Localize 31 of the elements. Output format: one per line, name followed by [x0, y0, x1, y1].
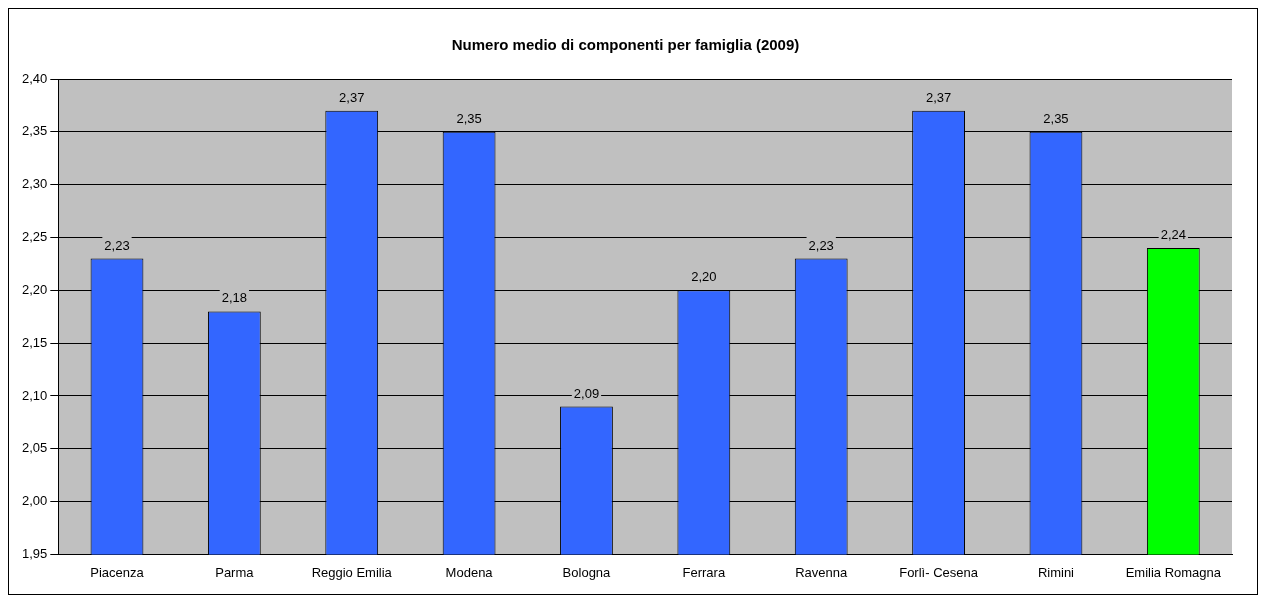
- data-label: 2,09: [573, 385, 600, 401]
- y-tick-label: 2,15: [21, 334, 48, 350]
- x-tick-label: Ravenna: [795, 564, 848, 580]
- data-label: 2,18: [221, 290, 248, 306]
- data-label: 2,37: [339, 89, 365, 105]
- x-tick-label: Modena: [445, 564, 494, 580]
- x-tick-label: Emilia Romagna: [1125, 564, 1222, 580]
- y-tick-label: 2,05: [21, 440, 48, 456]
- y-tick-label: 2,10: [21, 387, 48, 403]
- y-tick-label: 1,95: [21, 545, 48, 561]
- y-tick-label: 2,40: [21, 70, 48, 86]
- data-label: 2,20: [691, 269, 717, 285]
- y-tick-label: 2,35: [21, 123, 48, 139]
- data-label: 2,37: [925, 89, 952, 105]
- data-label: 2,23: [808, 237, 834, 253]
- x-tick-label: Reggio Emilia: [311, 564, 393, 580]
- data-label: 2,24: [1160, 227, 1186, 243]
- y-tick-label: 2,20: [21, 281, 48, 297]
- x-tick-label: Piacenza: [90, 564, 145, 580]
- y-tick-label: 2,25: [21, 229, 48, 245]
- x-tick-label: Ferrara: [682, 564, 726, 580]
- y-tick-label: 2,30: [21, 176, 48, 192]
- x-tick-label: Bologna: [562, 564, 612, 580]
- x-tick-label: Parma: [215, 564, 255, 580]
- chart-title: Numero medio di componenti per famiglia (2009): [451, 36, 800, 54]
- x-tick-label: Rimini: [1037, 564, 1075, 580]
- y-tick-label: 2,00: [21, 493, 48, 509]
- data-label: 2,35: [456, 110, 482, 126]
- x-tick-label: Forlì- Cesena: [899, 564, 979, 580]
- data-label: 2,35: [1043, 110, 1069, 126]
- data-label: 2,23: [104, 237, 130, 253]
